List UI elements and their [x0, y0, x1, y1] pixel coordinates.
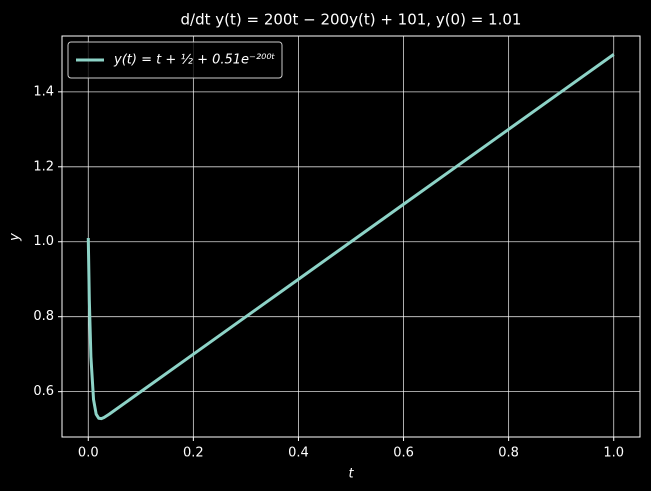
x-axis-label: t: [348, 467, 354, 482]
legend-box: [67, 41, 283, 79]
chart-title: d/dt y(t) = 200t − 200y(t) + 101, y(0) =…: [181, 11, 522, 29]
y-tick-label: 0.6: [33, 384, 54, 399]
x-tick-label: 0.2: [183, 446, 204, 461]
x-tick-label: 0.0: [78, 446, 99, 461]
x-tick-label: 0.8: [498, 446, 519, 461]
y-tick-label: 1.0: [33, 234, 54, 249]
y-tick-label: 0.8: [33, 309, 54, 324]
y-tick-label: 1.4: [33, 84, 54, 99]
y-tick-label: 1.2: [33, 159, 54, 174]
x-tick-label: 1.0: [603, 446, 624, 461]
plot-frame: [61, 35, 641, 438]
legend-label: y(t) = t + ½ + 0.51e⁻²⁰⁰ᵗ: [113, 53, 276, 68]
y-axis-label: y: [8, 233, 23, 242]
x-tick-label: 0.6: [393, 446, 414, 461]
data-line: [86, 53, 615, 421]
x-tick-label: 0.4: [288, 446, 309, 461]
